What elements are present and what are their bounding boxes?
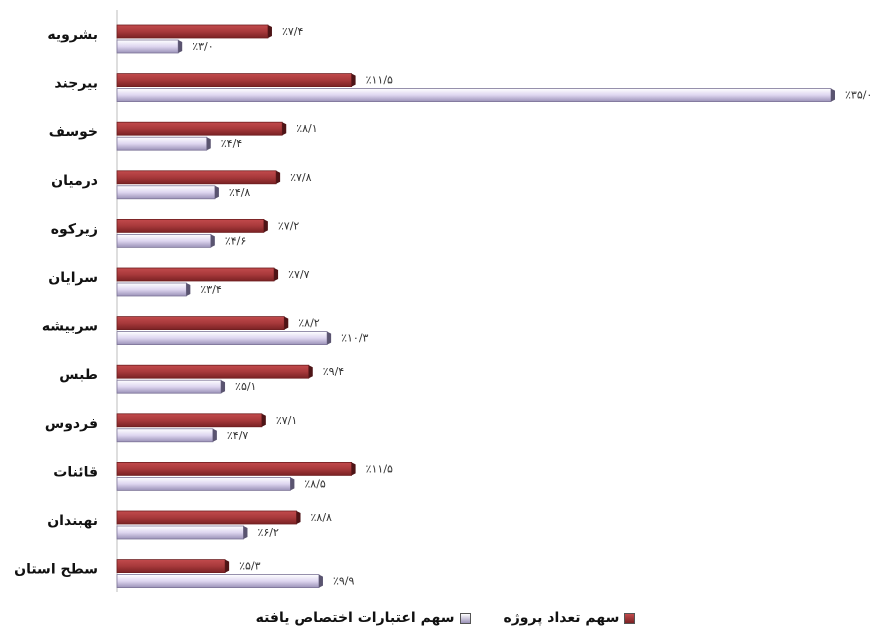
bar-cap-project-count <box>282 122 287 136</box>
value-label-project-count: ٪۵/۳ <box>239 560 261 573</box>
bar-project-count <box>116 559 226 573</box>
bar-allocated-credits <box>116 88 832 102</box>
value-label-allocated-credits: ٪۳/۴ <box>200 283 222 296</box>
value-label-allocated-credits: ٪۴/۶ <box>225 234 246 247</box>
legend-swatch-purple <box>459 612 471 624</box>
category-label: قائنات <box>53 464 98 480</box>
bar-allocated-credits <box>116 428 214 443</box>
value-label-project-count: ٪۸/۸ <box>311 511 333 524</box>
bar-cap-allocated-credits <box>243 526 248 539</box>
bar-allocated-credits <box>116 574 320 588</box>
bar-cap-project-count <box>308 365 313 379</box>
bar-cap-project-count <box>296 511 301 524</box>
bar-project-count <box>116 510 297 525</box>
value-label-allocated-credits: ٪۶/۲ <box>257 526 279 539</box>
bar-cap-project-count <box>351 462 356 476</box>
bar-project-count <box>116 218 265 233</box>
bar-cap-project-count <box>351 73 356 87</box>
category-label: خوسف <box>49 124 98 140</box>
bar-cap-allocated-credits <box>221 380 226 394</box>
bar-cap-allocated-credits <box>206 137 211 151</box>
bar-project-count <box>116 461 353 476</box>
bar-cap-allocated-credits <box>318 574 323 588</box>
bar-cap-project-count <box>263 219 268 233</box>
value-label-allocated-credits: ٪۳/۰ <box>192 40 213 53</box>
category-label: زیرکوه <box>51 221 98 237</box>
bar-project-count <box>116 121 283 136</box>
value-label-allocated-credits: ٪۱۰/۳ <box>341 332 368 345</box>
bar-allocated-credits <box>116 379 222 394</box>
category-label: طبس <box>59 367 98 383</box>
bar-project-count <box>116 24 269 39</box>
value-label-project-count: ٪۱۱/۵ <box>366 74 393 87</box>
legend: سهم اعتبارات اختصاص یافته سهم تعداد پروژ… <box>0 610 891 626</box>
value-label-allocated-credits: ٪۵/۱ <box>235 380 256 393</box>
value-label-project-count: ٪۷/۷ <box>288 268 310 281</box>
bar-cap-allocated-credits <box>186 283 191 296</box>
value-label-allocated-credits: ٪۹/۹ <box>333 575 355 588</box>
bar-cap-project-count <box>225 559 230 573</box>
value-label-project-count: ٪۷/۸ <box>290 171 312 184</box>
value-label-project-count: ٪۱۱/۵ <box>366 462 393 475</box>
bar-allocated-credits <box>116 282 187 297</box>
bar-chart: بشرویه بیرجند خوسف درمیان زیرکوه سرایان سربیشه… <box>14 10 872 592</box>
value-label-allocated-credits: ٪۳۵/۰ <box>845 89 872 102</box>
value-label-project-count: ٪۸/۲ <box>298 317 320 330</box>
value-label-project-count: ٪۷/۱ <box>276 414 297 427</box>
bar-cap-allocated-credits <box>327 331 332 345</box>
value-label-allocated-credits: ٪۸/۵ <box>304 477 326 490</box>
bar-cap-project-count <box>274 268 279 281</box>
bar-cap-allocated-credits <box>290 477 295 491</box>
bar-cap-project-count <box>267 25 272 38</box>
value-label-project-count: ٪۷/۴ <box>282 25 304 38</box>
category-label: سرایان <box>48 270 98 286</box>
legend-label-allocated-credits: سهم اعتبارات اختصاص یافته <box>255 610 455 626</box>
value-label-project-count: ٪۹/۴ <box>323 365 345 378</box>
bar-project-count <box>116 267 275 282</box>
bar-allocated-credits <box>116 39 179 54</box>
category-label: فردوس <box>45 416 98 432</box>
bar-cap-allocated-credits <box>210 234 215 248</box>
legend-swatch-red <box>624 612 636 624</box>
bar-allocated-credits <box>116 525 244 540</box>
bar-project-count <box>116 364 310 379</box>
bar-cap-project-count <box>284 316 289 330</box>
bar-project-count <box>116 316 285 331</box>
bar-cap-project-count <box>276 170 281 184</box>
legend-item-allocated-credits: سهم اعتبارات اختصاص یافته <box>256 610 471 626</box>
bar-allocated-credits <box>116 476 291 491</box>
legend-label-project-count: سهم تعداد پروژه <box>503 610 620 626</box>
bar-project-count <box>116 170 277 185</box>
value-label-project-count: ٪۸/۱ <box>296 122 317 135</box>
category-label: بشرویه <box>47 27 98 43</box>
bar-project-count <box>116 73 353 87</box>
bar-cap-allocated-credits <box>212 428 217 442</box>
value-label-project-count: ٪۷/۲ <box>278 219 300 232</box>
category-label: بیرجند <box>54 76 98 92</box>
bar-project-count <box>116 413 263 428</box>
value-label-allocated-credits: ٪۴/۸ <box>229 186 251 199</box>
bar-allocated-credits <box>116 136 208 151</box>
legend-item-project-count: سهم تعداد پروژه <box>503 610 636 626</box>
bar-allocated-credits <box>116 331 328 346</box>
value-label-allocated-credits: ٪۴/۷ <box>227 429 249 442</box>
category-label: نهبندان <box>47 513 98 529</box>
category-label: سطح استان <box>14 562 98 578</box>
value-label-allocated-credits: ٪۴/۴ <box>221 137 243 150</box>
bar-allocated-credits <box>116 185 216 200</box>
bar-cap-allocated-credits <box>214 185 219 199</box>
bar-cap-allocated-credits <box>178 40 183 53</box>
category-label: درمیان <box>51 173 98 189</box>
bar-cap-allocated-credits <box>831 88 835 102</box>
bar-allocated-credits <box>116 233 212 248</box>
category-label: سربیشه <box>42 319 98 335</box>
bar-cap-project-count <box>261 413 266 427</box>
